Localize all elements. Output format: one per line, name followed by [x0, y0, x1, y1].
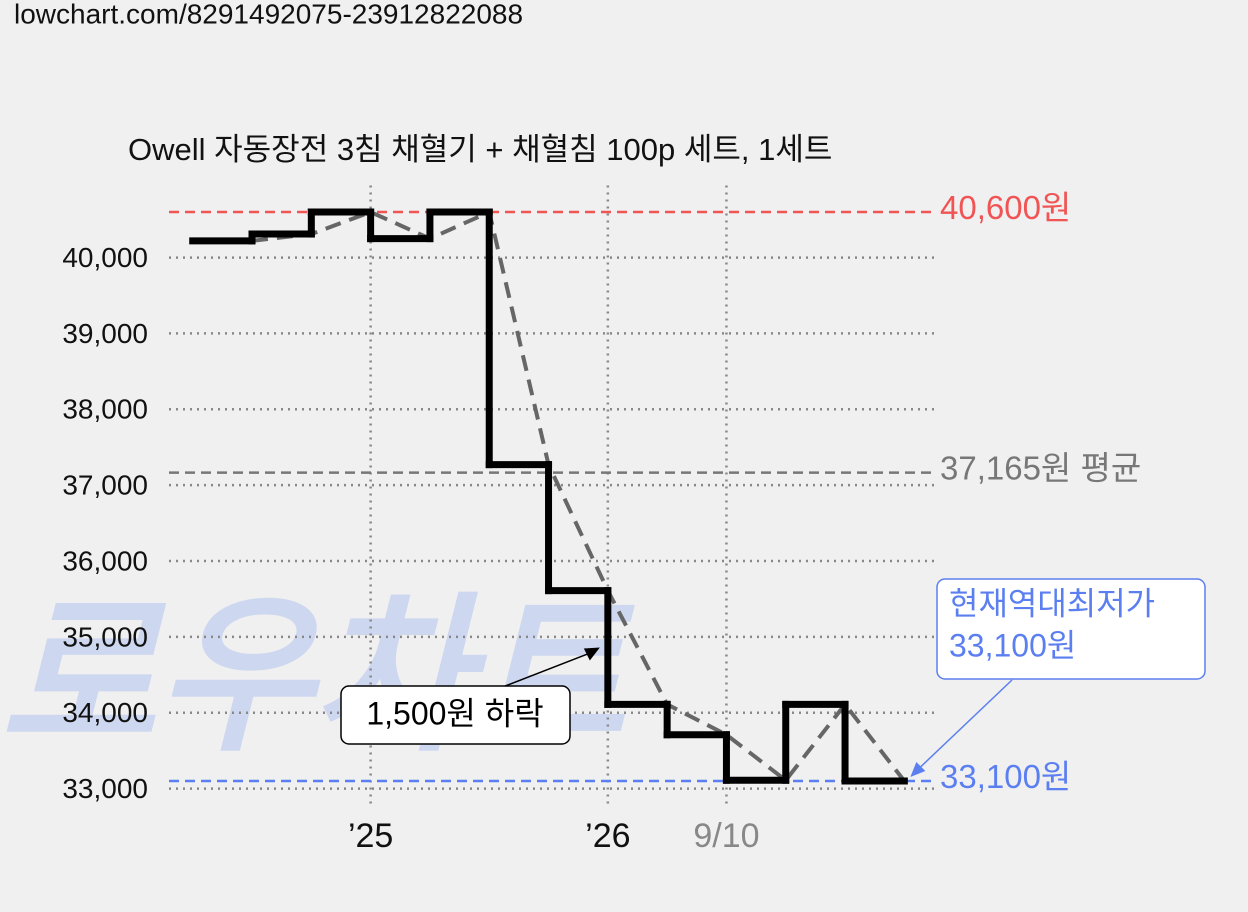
- reference-label: 40,600원: [940, 189, 1071, 226]
- annotation-text: 33,100원: [949, 627, 1076, 663]
- annotation-text: 현재역대최저가: [949, 585, 1155, 621]
- annotation-arrow: [917, 679, 1013, 770]
- annotation-arrow: [499, 650, 595, 689]
- trend-line: [251, 209, 906, 784]
- y-tick-label: 35,000: [62, 621, 148, 652]
- y-tick-label: 36,000: [62, 545, 148, 576]
- reference-label: 33,100원: [940, 758, 1071, 795]
- y-tick-label: 39,000: [62, 318, 148, 349]
- x-tick-label: 9/10: [693, 817, 759, 855]
- annotation-box: [340, 685, 571, 745]
- y-tick-label: 37,000: [62, 470, 148, 501]
- reference-label: 37,165원 평균: [940, 449, 1141, 486]
- y-tick-label: 38,000: [62, 394, 148, 425]
- annotation-arrowhead: [583, 647, 600, 661]
- annotation-text: 1,500원 하락: [366, 695, 543, 731]
- chart-title: Owell 자동장전 3침 채혈기 + 채혈침 100p 세트, 1세트: [128, 132, 832, 167]
- y-tick-label: 40,000: [62, 242, 148, 273]
- annotation-box: [936, 578, 1206, 680]
- annotation-arrowhead: [910, 762, 926, 778]
- page-url: lowchart.com/8291492075-23912822088: [14, 0, 523, 29]
- x-tick-label: ’25: [348, 817, 393, 855]
- y-tick-label: 33,000: [62, 773, 148, 804]
- y-tick-label: 34,000: [62, 697, 148, 728]
- x-tick-label: ’26: [585, 817, 630, 855]
